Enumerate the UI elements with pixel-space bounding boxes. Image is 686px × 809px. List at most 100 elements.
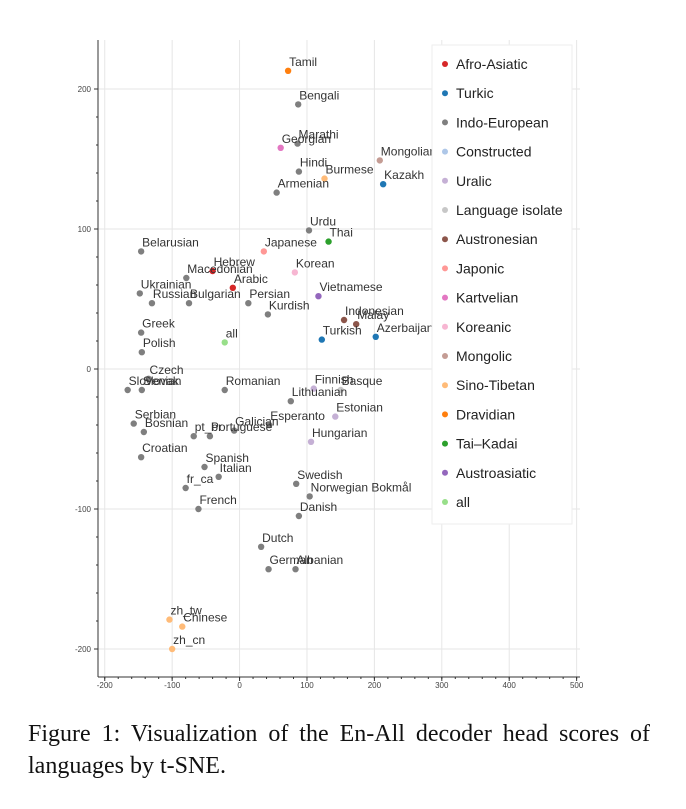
x-tick-label: 400	[503, 681, 517, 690]
data-point	[337, 386, 344, 394]
legend-entry: Tai–Kadai	[456, 436, 518, 452]
point-label: Vietnamese	[319, 280, 382, 294]
y-tick-label: 200	[78, 85, 92, 94]
data-point	[182, 484, 189, 492]
point-label: Romanian	[226, 374, 281, 388]
data-point	[138, 349, 146, 356]
data-point	[137, 329, 145, 336]
data-point	[148, 300, 156, 307]
legend-entry: Language isolate	[456, 202, 563, 218]
legend: Afro-Asiatic Turkic Indo-European Construct…	[431, 44, 573, 525]
data-point	[264, 311, 272, 318]
data-point	[307, 438, 315, 445]
data-point	[265, 566, 272, 573]
data-point	[130, 420, 137, 427]
legend-entry: Koreanic	[456, 319, 511, 335]
y-tick-label: -200	[75, 645, 92, 654]
data-point	[185, 300, 193, 307]
point-label: Russian	[153, 287, 196, 301]
data-point	[168, 645, 176, 653]
point-label: Thai	[330, 226, 353, 240]
point-label: Armenian	[278, 177, 329, 191]
data-point	[295, 168, 303, 175]
data-point	[201, 463, 208, 471]
x-tick-label: 300	[435, 681, 449, 690]
data-point	[138, 386, 146, 394]
data-point	[325, 238, 332, 245]
point-label: Swedish	[297, 468, 342, 482]
point-label: Dutch	[262, 531, 293, 545]
data-point	[124, 386, 131, 394]
data-point	[257, 543, 265, 550]
point-label: Polish	[143, 336, 176, 350]
legend-marker	[442, 61, 448, 67]
point-label: Danish	[300, 500, 337, 514]
scatter-chart: -200 -100 0 100 200 300 400 500-200-1000100200 …	[75, 40, 584, 690]
point-label: Italian	[220, 461, 252, 475]
legend-entry: Turkic	[456, 85, 494, 101]
data-point	[294, 140, 301, 147]
x-tick-label: 100	[300, 681, 314, 690]
legend-marker	[442, 236, 448, 243]
data-point	[292, 480, 300, 487]
point-label: Marathi	[299, 128, 339, 142]
data-point	[295, 512, 303, 520]
legend-marker	[442, 411, 448, 418]
data-point	[284, 67, 292, 75]
data-point	[221, 386, 228, 394]
point-label: Bosnian	[145, 416, 188, 430]
legend-marker	[442, 90, 448, 97]
data-point	[221, 339, 228, 346]
legend-entry: Austroasiatic	[456, 465, 536, 481]
data-point	[332, 413, 339, 420]
data-point	[137, 248, 145, 255]
data-point	[179, 623, 186, 630]
data-point	[206, 433, 214, 440]
data-point	[209, 267, 216, 275]
point-label: Croatian	[142, 441, 187, 455]
point-label: Persian	[249, 287, 290, 301]
point-label: Norwegian Bokmål	[311, 480, 412, 494]
data-point	[315, 293, 322, 300]
data-point	[287, 398, 294, 405]
data-point	[379, 181, 387, 188]
data-point	[273, 189, 280, 196]
data-point	[230, 427, 238, 434]
legend-marker	[442, 353, 448, 359]
legend-entry: Afro-Asiatic	[456, 56, 528, 72]
x-tick-label: -200	[97, 681, 114, 690]
legend-entry: Japonic	[456, 260, 504, 276]
point-label: Korean	[296, 256, 335, 270]
data-point	[145, 375, 152, 382]
point-label: Belarusian	[142, 235, 199, 249]
point-label: Bengali	[299, 88, 339, 102]
legend-marker	[442, 382, 448, 389]
legend-entry: Uralic	[456, 173, 492, 189]
y-tick-label: -100	[75, 505, 92, 514]
point-label: Kazakh	[384, 168, 424, 182]
data-point	[295, 101, 302, 108]
point-label: Esperanto	[270, 409, 325, 423]
point-label: Finnish	[315, 373, 354, 387]
legend-marker	[442, 499, 448, 505]
data-point	[245, 300, 252, 307]
point-label: zh_cn	[173, 633, 205, 647]
data-point	[137, 454, 145, 461]
point-label: Macedonian	[187, 262, 252, 276]
point-label: Malay	[357, 308, 389, 322]
data-point	[190, 433, 197, 440]
data-point	[277, 144, 284, 151]
legend-marker	[442, 294, 448, 301]
y-tick-label: 100	[78, 225, 92, 234]
point-label: all	[226, 326, 238, 340]
legend-entry: Austronesian	[456, 231, 538, 247]
legend-marker	[442, 207, 448, 213]
point-label: Burmese	[326, 163, 374, 177]
point-label: Tamil	[289, 55, 317, 69]
point-label: Serbian	[135, 408, 176, 422]
legend-marker	[442, 177, 448, 184]
data-point	[306, 493, 313, 500]
data-point	[166, 616, 173, 623]
point-label: Chinese	[183, 611, 227, 625]
point-label: zh_tw	[170, 604, 202, 618]
